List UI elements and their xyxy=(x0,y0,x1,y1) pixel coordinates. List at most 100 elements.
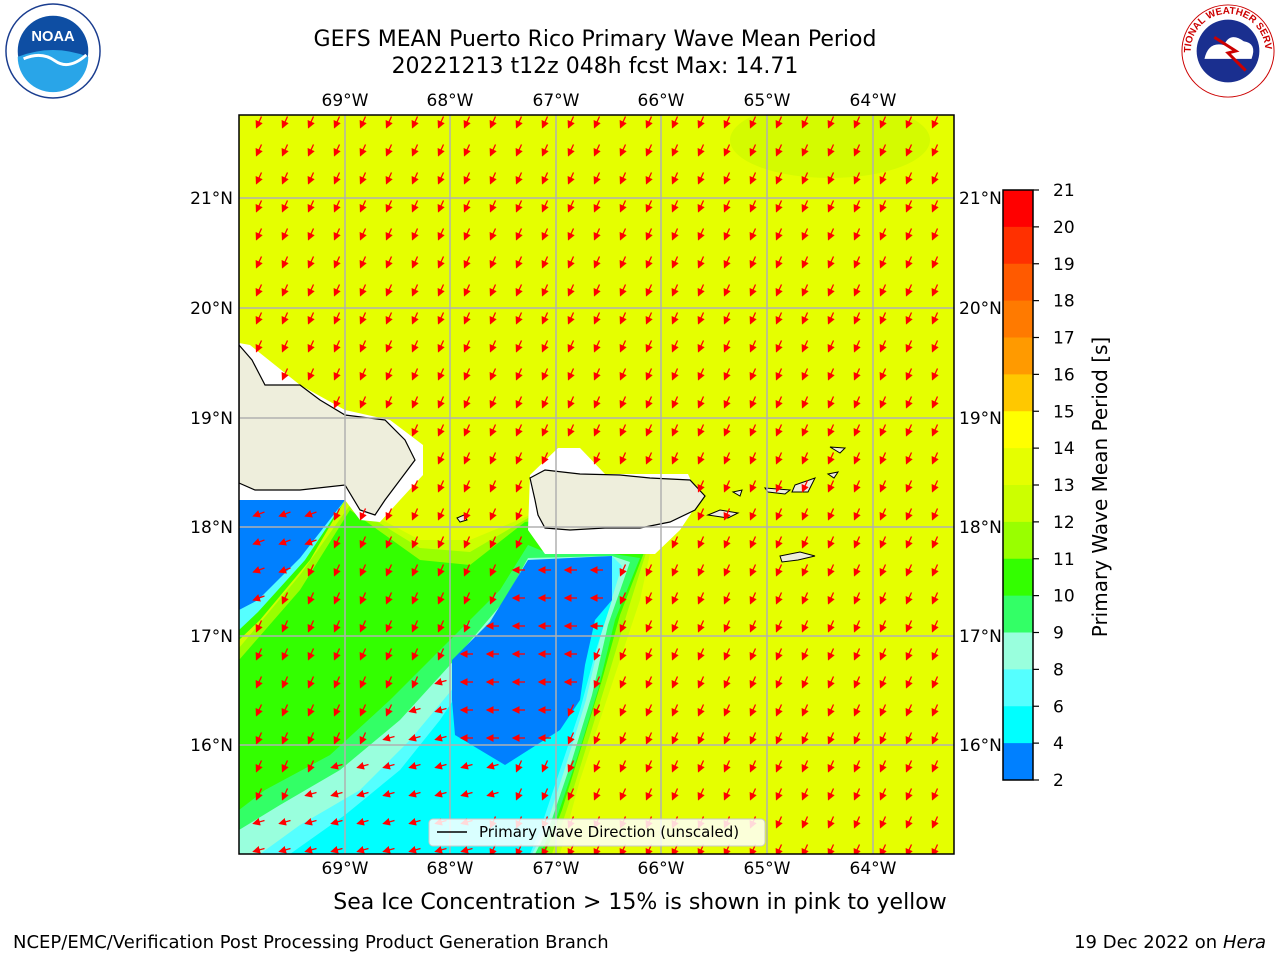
wave-arrow xyxy=(463,592,471,605)
wave-arrow xyxy=(330,846,343,854)
wave-arrow xyxy=(619,116,627,129)
wave-arrow xyxy=(434,734,447,742)
wave-arrow xyxy=(255,200,263,213)
wave-arrow xyxy=(801,508,809,521)
wave-arrow xyxy=(385,144,393,157)
wave-arrow xyxy=(671,368,679,381)
svg-text:17°N: 17°N xyxy=(190,627,233,647)
wave-arrow xyxy=(541,312,549,325)
wave-arrow xyxy=(304,818,317,826)
wave-arrow xyxy=(905,144,913,157)
wave-arrow xyxy=(281,312,289,325)
wave-arrow xyxy=(775,144,783,157)
wave-arrow xyxy=(385,116,393,129)
wave-arrow xyxy=(408,790,421,798)
colorbar-tick-label: 19 xyxy=(1053,255,1075,275)
wave-arrow xyxy=(697,340,705,353)
map-frame xyxy=(238,114,955,855)
colorbar-tick-label: 10 xyxy=(1053,587,1075,607)
wave-arrow xyxy=(697,368,705,381)
wave-arrow xyxy=(801,424,809,437)
wave-arrow xyxy=(278,818,291,826)
wave-arrow xyxy=(619,732,627,745)
wave-arrow xyxy=(489,592,497,605)
wave-arrow xyxy=(359,620,367,633)
wave-arrow xyxy=(879,424,887,437)
wave-arrow xyxy=(905,172,913,185)
wave-arrow xyxy=(437,116,445,129)
wave-arrow xyxy=(281,172,289,185)
wave-arrow xyxy=(853,536,861,549)
wave-arrow xyxy=(853,592,861,605)
wave-arrow xyxy=(593,704,601,717)
wave-arrow xyxy=(382,818,395,826)
lon-labels-bottom: 69°W 68°W 67°W 66°W 65°W 64°W xyxy=(322,859,897,879)
wave-arrow xyxy=(359,564,367,577)
wave-arrow xyxy=(411,172,419,185)
wave-arrow xyxy=(645,424,653,437)
wave-arrow xyxy=(385,396,393,409)
wave-arrow xyxy=(879,816,887,829)
wave-arrow xyxy=(593,116,601,129)
wave-arrow xyxy=(515,116,523,129)
wave-arrow xyxy=(255,340,263,353)
wave-arrow xyxy=(567,172,575,185)
wave-arrow xyxy=(541,228,549,241)
wave-arrow xyxy=(879,368,887,381)
wave-arrow xyxy=(437,648,445,661)
wave-arrow xyxy=(827,340,835,353)
wave-arrow xyxy=(515,760,523,773)
wave-arrow xyxy=(905,564,913,577)
wave-arrow xyxy=(333,228,341,241)
island-culebra xyxy=(731,489,743,497)
wave-arrow xyxy=(645,284,653,297)
wave-arrow xyxy=(281,256,289,269)
wave-arrow xyxy=(541,340,549,353)
wave-arrow xyxy=(619,704,627,717)
wave-arrow xyxy=(593,648,601,661)
wave-arrow xyxy=(541,144,549,157)
wave-arrow xyxy=(593,732,601,745)
wave-arrow xyxy=(671,340,679,353)
wave-arrow xyxy=(801,760,809,773)
svg-text:16°N: 16°N xyxy=(190,736,233,756)
colorbar-segment xyxy=(1003,669,1033,707)
wave-arrow xyxy=(619,200,627,213)
wave-arrow xyxy=(333,704,341,717)
wave-arrow xyxy=(593,200,601,213)
wave-arrow xyxy=(330,762,343,770)
wave-arrow xyxy=(307,368,315,381)
wave-arrow xyxy=(619,228,627,241)
wave-arrow xyxy=(593,424,601,437)
colorbar-label: Primary Wave Mean Period [s] xyxy=(1088,337,1112,638)
wave-arrow xyxy=(252,594,265,602)
wave-arrow xyxy=(307,732,315,745)
wave-arrow xyxy=(333,340,341,353)
wave-arrow xyxy=(281,228,289,241)
wave-arrow xyxy=(515,536,523,549)
wave-arrow xyxy=(697,144,705,157)
wave-arrow xyxy=(905,368,913,381)
wave-arrow xyxy=(905,676,913,689)
wave-arrow xyxy=(411,536,419,549)
svg-text:19°N: 19°N xyxy=(190,409,233,429)
chart-title: GEFS MEAN Puerto Rico Primary Wave Mean … xyxy=(313,27,877,52)
svg-text:66°W: 66°W xyxy=(638,859,685,879)
wave-arrow xyxy=(905,816,913,829)
wave-arrow xyxy=(437,564,445,577)
wave-arrow xyxy=(619,312,627,325)
svg-text:19°N: 19°N xyxy=(959,409,1002,429)
wave-arrow xyxy=(255,116,263,129)
wave-arrow xyxy=(385,340,393,353)
wave-arrow xyxy=(567,228,575,241)
wave-arrow xyxy=(307,144,315,157)
wave-arrow xyxy=(879,676,887,689)
wave-arrow xyxy=(749,284,757,297)
wave-arrow xyxy=(879,396,887,409)
wave-arrow xyxy=(931,228,939,241)
wave-arrow xyxy=(255,172,263,185)
wave-arrow xyxy=(723,396,731,409)
wave-arrow xyxy=(775,508,783,521)
wave-arrow xyxy=(801,368,809,381)
wave-arrow xyxy=(853,704,861,717)
